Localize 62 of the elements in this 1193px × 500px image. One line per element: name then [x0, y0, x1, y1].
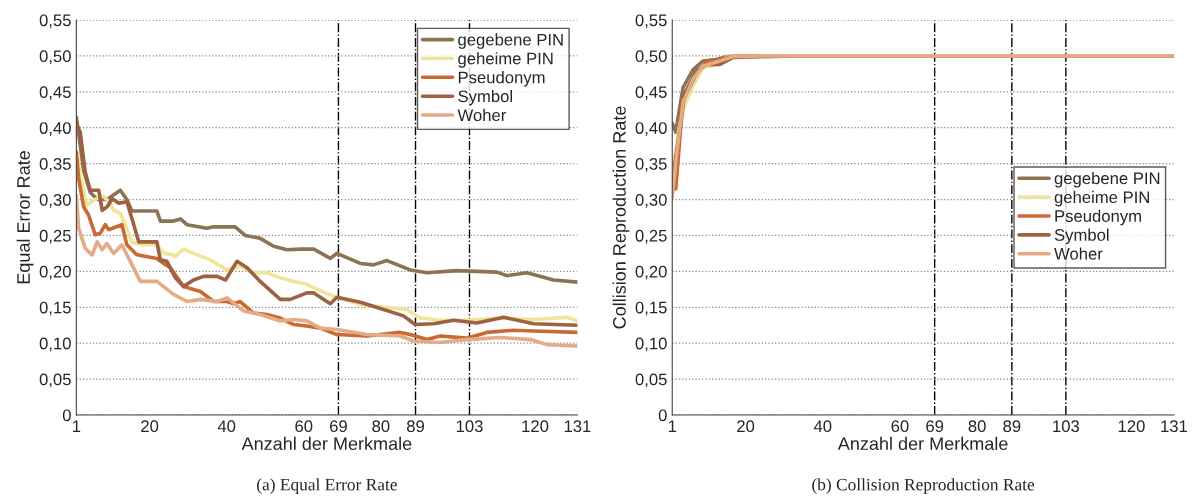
x-tick-label: 1	[668, 420, 677, 432]
x-axis-title: Anzahl der Merkmale	[837, 436, 1008, 451]
y-tick-label: 0,05	[635, 373, 667, 388]
y-tick-label: 0,30	[635, 193, 667, 208]
y-axis-title: Equal Error Rate	[16, 151, 34, 284]
y-tick-label: 0,10	[39, 337, 71, 352]
legend-label: Pseudonym	[1055, 209, 1141, 226]
text: (b) Collision Reproduction Rate	[812, 478, 1035, 494]
y-tick-label: 0,30	[39, 193, 71, 208]
x-tick-label: 1	[72, 420, 81, 432]
y-tick-label: 0,25	[39, 229, 71, 244]
x-tick-label: 89	[406, 420, 425, 433]
x-tick-label: 69	[330, 420, 347, 433]
text: (a) Equal Error Rate	[257, 478, 397, 494]
legend-label: geheime PIN	[1054, 190, 1150, 207]
x-tick-label: 80	[372, 420, 390, 433]
x-tick-label: 20	[737, 420, 755, 433]
x-tick-label: 103	[1053, 420, 1080, 433]
line-series	[76, 193, 578, 348]
x-tick-label: 60	[891, 420, 909, 433]
y-tick-label: 0,45	[635, 86, 667, 100]
legend-label: Pseudonym	[458, 71, 545, 87]
x-tick-label: 20	[141, 420, 159, 433]
y-tick-label: 0,45	[39, 86, 71, 100]
x-tick-label: 69	[926, 420, 944, 433]
legend-label: Symbol	[458, 89, 512, 106]
y-tick-label: 0,55	[635, 14, 667, 29]
x-tick-label: 120	[1118, 420, 1145, 433]
x-axis-title: Anzahl der Merkmale	[241, 436, 412, 451]
y-tick-label: 0,20	[39, 265, 71, 280]
y-tick-label: 0,55	[39, 14, 71, 29]
x-tick-label: 40	[217, 420, 236, 433]
legend-label: gegebene PIN	[1054, 171, 1160, 188]
legend-label: Woher	[457, 108, 507, 122]
x-tick-label: 80	[968, 420, 986, 433]
y-tick-label: 0,40	[39, 122, 71, 136]
y-tick-label: 0,35	[39, 158, 71, 172]
line-series	[76, 122, 578, 328]
legend-label: geheime PIN	[458, 52, 553, 68]
x-tick-label: 40	[813, 420, 832, 433]
y-axis-title: Collision Reproduction Rate	[612, 106, 630, 329]
y-tick-label: 0,05	[39, 373, 71, 388]
x-tick-label: 89	[1003, 420, 1021, 433]
y-tick-label: 0	[62, 409, 71, 422]
x-tick-label: 131	[564, 420, 591, 433]
x-tick-label: 60	[295, 420, 313, 433]
y-tick-label: 0,50	[39, 50, 71, 65]
y-tick-label: 0,20	[635, 265, 667, 280]
legend-label: Symbol	[1054, 228, 1109, 245]
legend-label: gegebene PIN	[458, 33, 563, 49]
y-tick-label: 0,35	[635, 158, 667, 172]
y-tick-label: 0,25	[635, 229, 667, 244]
y-tick-label: 0,15	[635, 301, 667, 316]
y-tick-label: 0	[658, 409, 667, 422]
x-tick-label: 120	[522, 420, 549, 433]
x-tick-label: 103	[456, 420, 483, 433]
y-tick-label: 0,40	[635, 122, 667, 136]
y-tick-label: 0,15	[39, 301, 71, 316]
y-tick-label: 0,10	[635, 337, 667, 352]
legend-label: Woher	[1054, 247, 1103, 260]
y-tick-label: 0,50	[635, 50, 667, 65]
x-tick-label: 131	[1161, 420, 1187, 433]
